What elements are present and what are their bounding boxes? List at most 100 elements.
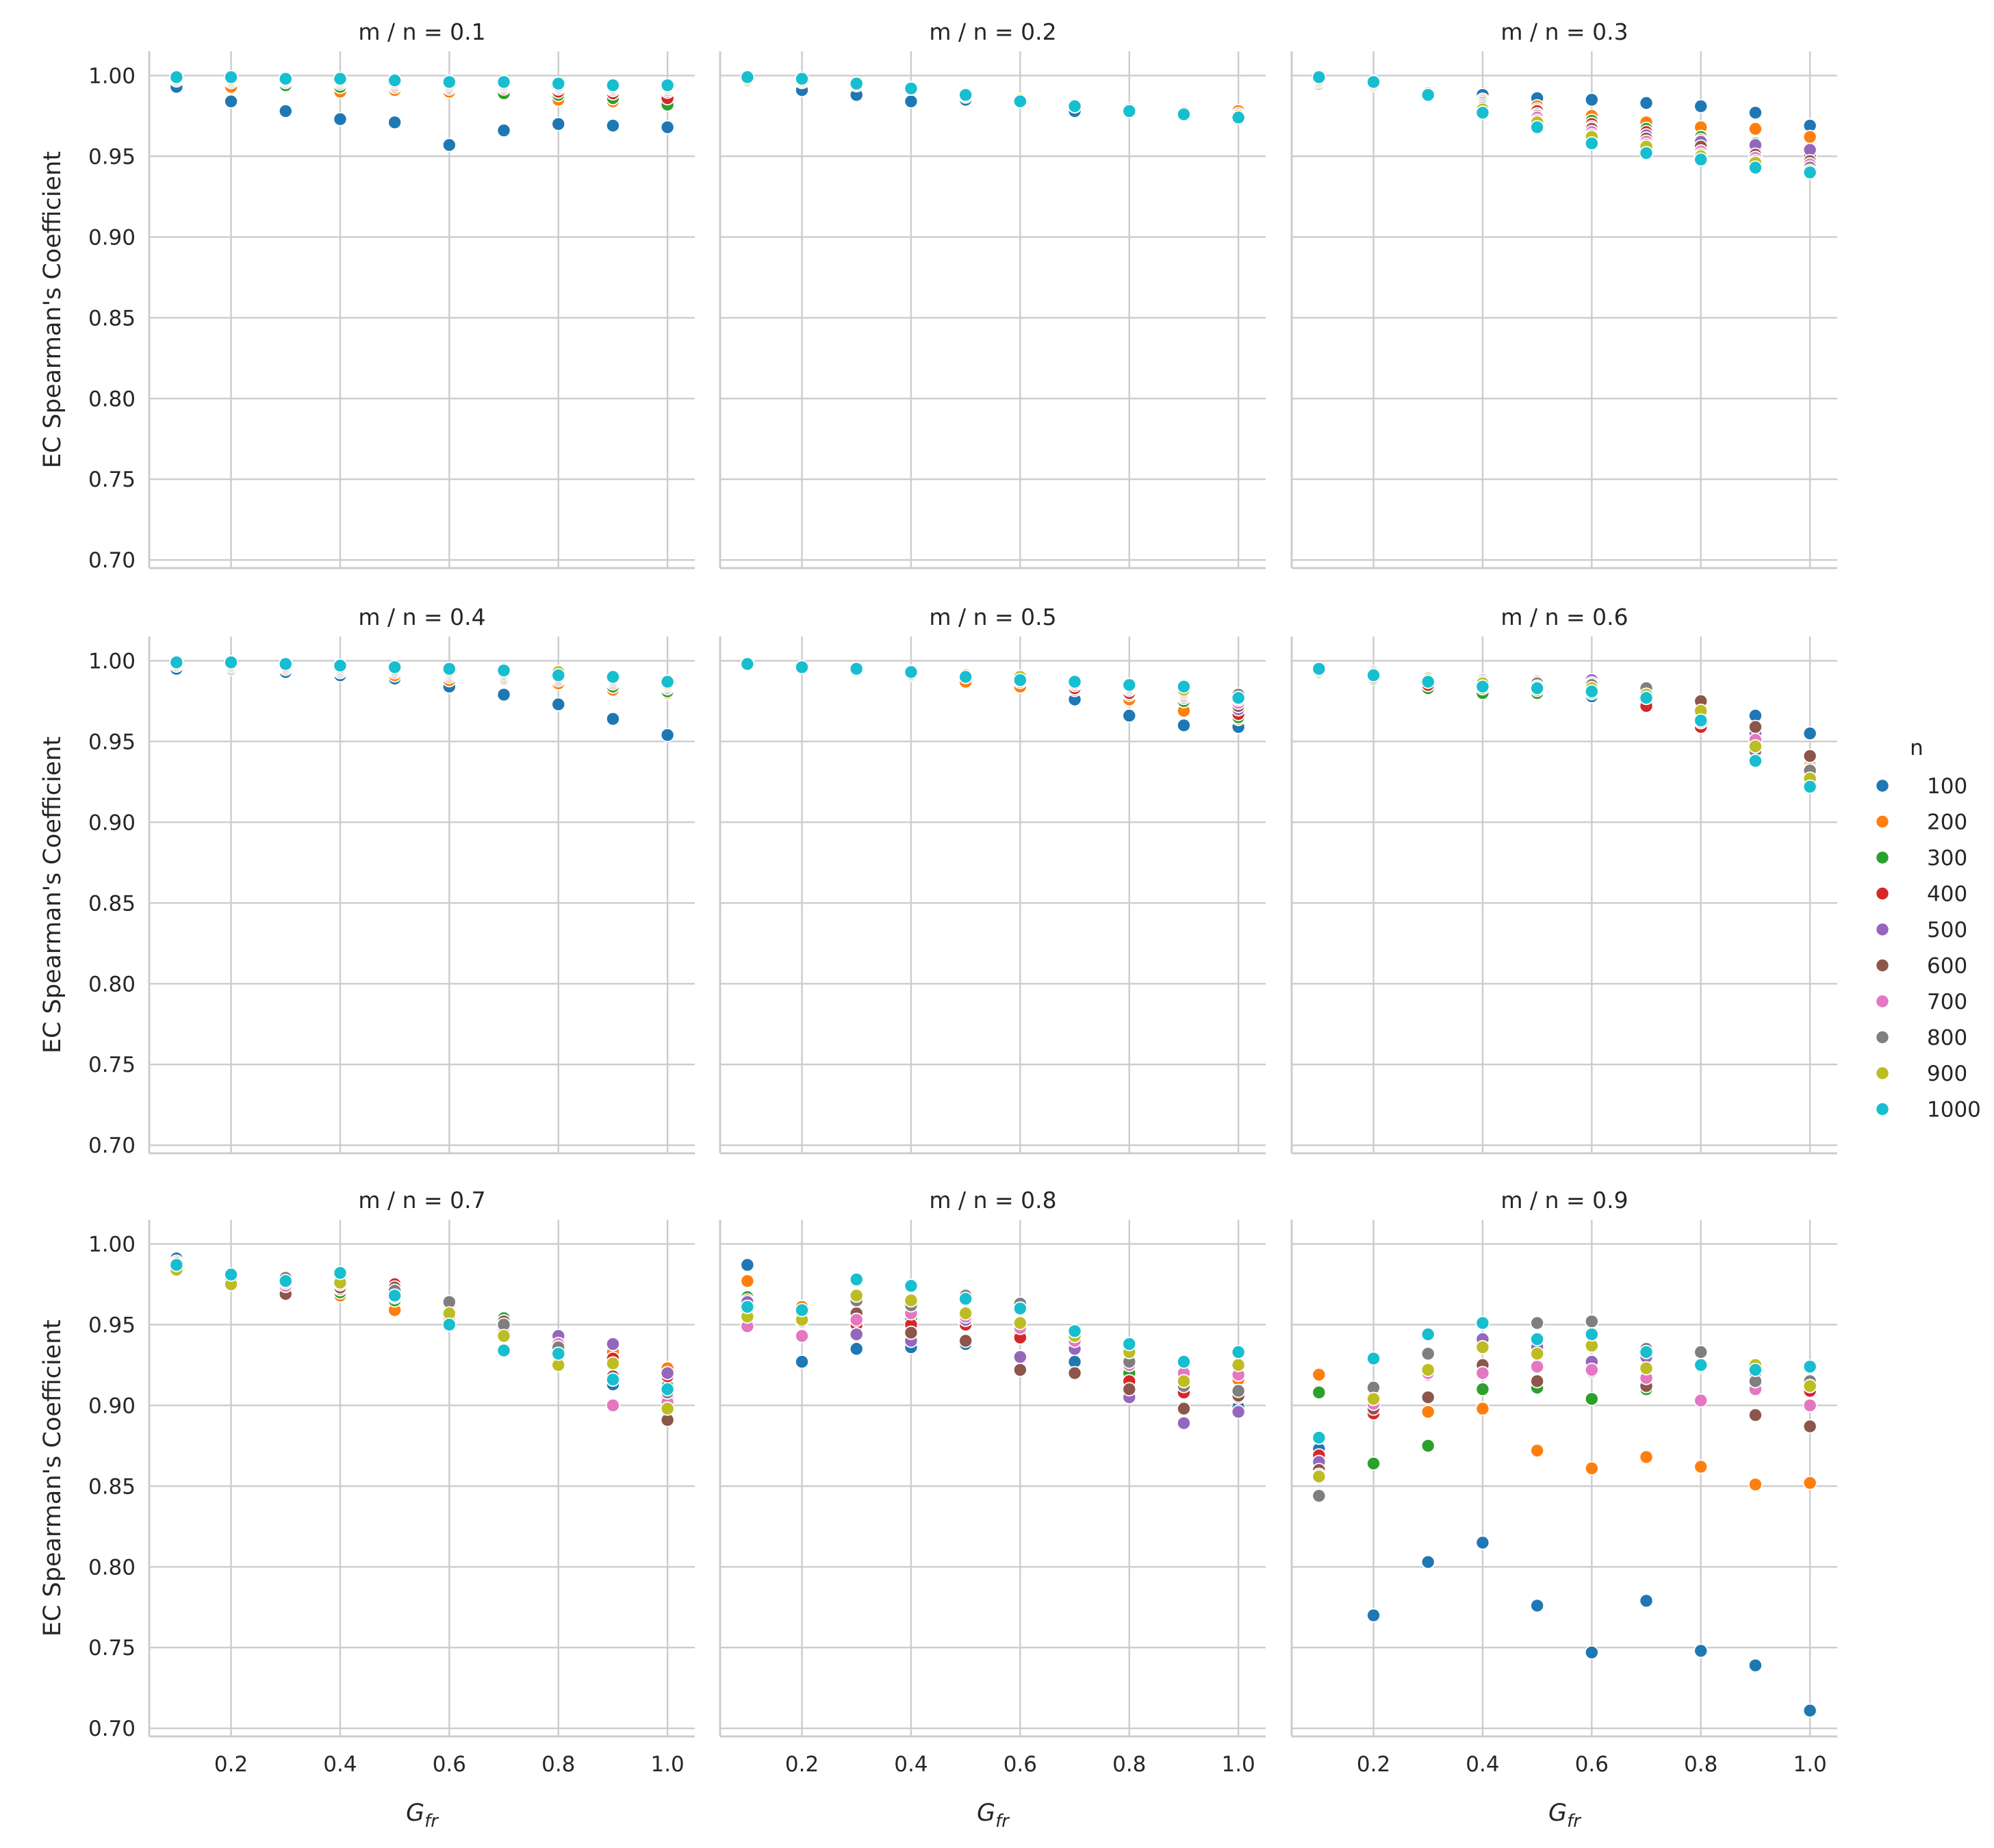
x-tick-label: 0.2 <box>214 1752 248 1777</box>
data-point-n1000 <box>849 661 864 676</box>
data-point-n1000 <box>1475 679 1490 694</box>
data-point-n1000 <box>1231 691 1246 706</box>
data-point-n100 <box>1639 95 1654 110</box>
panel-title: m / n = 0.3 <box>1500 18 1628 45</box>
points-group <box>740 656 1246 734</box>
data-point-n1000 <box>278 1274 293 1289</box>
data-point-n100 <box>605 711 620 726</box>
data-point-n300 <box>1420 1438 1435 1453</box>
data-point-n1000 <box>1584 684 1599 699</box>
data-point-n1000 <box>1639 146 1654 161</box>
data-point-n800 <box>1530 1316 1545 1331</box>
data-point-n1000 <box>1366 1351 1381 1366</box>
data-point-n600 <box>1530 1374 1545 1389</box>
x-tick-label: 0.2 <box>1357 1752 1390 1777</box>
panel-title: m / n = 0.1 <box>358 18 485 45</box>
data-point-n1000 <box>333 71 348 86</box>
y-axis-label: EC Spearman's Coefficient <box>39 1320 66 1637</box>
x-tick-label: 0.6 <box>1004 1752 1037 1777</box>
data-point-n100 <box>660 728 675 743</box>
data-point-n500 <box>1176 1415 1191 1430</box>
y-tick-label: 1.00 <box>88 1232 136 1257</box>
data-point-n1000 <box>1012 94 1027 109</box>
y-tick-label: 0.85 <box>88 891 136 916</box>
data-point-n1000 <box>1231 110 1246 125</box>
data-point-n1000 <box>1231 1344 1246 1359</box>
y-tick-label: 0.80 <box>88 1555 136 1580</box>
data-point-n100 <box>904 94 919 109</box>
x-axis-label-main: G <box>1548 1799 1567 1827</box>
x-tick-label: 0.4 <box>323 1752 357 1777</box>
data-point-n500 <box>1012 1350 1027 1365</box>
data-point-n1000 <box>958 88 973 103</box>
data-point-n100 <box>551 116 566 131</box>
data-point-n900 <box>1639 1361 1654 1376</box>
legend-marker <box>1875 886 1890 901</box>
panel-9: m / n = 0.9 0.2 0.4 0.6 0.8 1.0 Gfr <box>1290 1187 1837 1832</box>
data-point-n1000 <box>278 656 293 671</box>
data-point-n1000 <box>795 71 810 86</box>
data-point-n600 <box>1012 1362 1027 1377</box>
y-tick-label: 0.85 <box>88 306 136 331</box>
data-point-n500 <box>605 1337 620 1352</box>
y-tick-label: 0.75 <box>88 467 136 492</box>
data-point-n900 <box>1748 739 1763 754</box>
data-point-n100 <box>1420 1554 1435 1569</box>
data-point-n1000 <box>496 1343 511 1358</box>
data-point-n1000 <box>442 1317 457 1332</box>
data-point-n900 <box>1475 1339 1490 1355</box>
data-point-n1000 <box>1802 165 1817 180</box>
data-point-n600 <box>1122 1382 1137 1397</box>
data-point-n700 <box>849 1312 864 1327</box>
x-axis-label: Gfr <box>406 1799 439 1832</box>
data-point-n700 <box>1530 1359 1545 1374</box>
data-point-n900 <box>496 1329 511 1344</box>
data-point-n1000 <box>1475 1316 1490 1331</box>
data-point-n1000 <box>1530 681 1545 696</box>
data-point-n1000 <box>1693 1357 1709 1372</box>
points-group <box>1312 70 1817 180</box>
data-point-n800 <box>1231 1383 1246 1398</box>
data-point-n800 <box>1312 1488 1327 1503</box>
y-tick-label: 1.00 <box>88 64 136 88</box>
panel-title: m / n = 0.5 <box>929 604 1056 630</box>
data-point-n900 <box>904 1293 919 1308</box>
data-point-n100 <box>1176 718 1191 733</box>
legend-label: 600 <box>1927 954 1967 979</box>
data-point-n100 <box>1748 1658 1763 1673</box>
data-point-n1000 <box>1802 1359 1817 1374</box>
data-point-n1000 <box>387 73 402 88</box>
x-tick-label: 0.2 <box>785 1752 819 1777</box>
y-tick-label: 0.90 <box>88 810 136 835</box>
x-axis-label: Gfr <box>1548 1799 1582 1832</box>
data-point-n1000 <box>958 1292 973 1307</box>
y-axis-label: EC Spearman's Coefficient <box>39 736 66 1053</box>
data-point-n1000 <box>849 1272 864 1287</box>
data-point-n1000 <box>333 658 348 673</box>
data-point-n1000 <box>224 655 239 670</box>
data-point-n1000 <box>1067 99 1082 114</box>
panel-6: m / n = 0.6 <box>1290 604 1837 1155</box>
data-point-n1000 <box>1012 1301 1027 1316</box>
data-point-n700 <box>605 1398 620 1413</box>
legend-label: 400 <box>1927 882 1967 907</box>
data-point-n1000 <box>1012 673 1027 688</box>
panel-4: m / n = 0.4 0.70 0.75 0.80 0.85 0.90 0.95 1.00 E… <box>39 604 695 1158</box>
data-point-n600 <box>1420 1390 1435 1405</box>
legend-marker <box>1875 994 1890 1009</box>
data-point-n1000 <box>1176 107 1191 122</box>
data-point-n1000 <box>551 668 566 683</box>
data-point-n900 <box>1420 1362 1435 1377</box>
data-point-n1000 <box>1530 1332 1545 1347</box>
data-point-n700 <box>1802 1398 1817 1413</box>
data-point-n1000 <box>605 1372 620 1387</box>
data-point-n900 <box>660 1401 675 1416</box>
panel-2: m / n = 0.2 <box>719 18 1266 569</box>
y-tick-label: 0.70 <box>88 548 136 573</box>
data-point-n1000 <box>224 70 239 85</box>
data-point-n700 <box>795 1329 810 1344</box>
data-point-n1000 <box>1312 1430 1327 1446</box>
x-tick-label: 0.6 <box>1575 1752 1609 1777</box>
